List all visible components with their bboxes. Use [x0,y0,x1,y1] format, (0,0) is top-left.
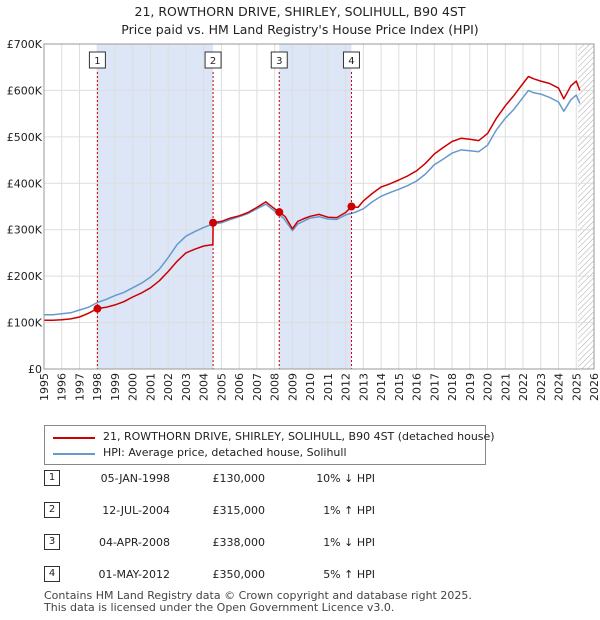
sale-marker-label: 3 [276,56,282,67]
ownership-shade [97,44,214,369]
transaction-date: 12-JUL-2004 [102,504,170,517]
y-tick-label: £300K [7,224,43,237]
sale-marker-box [88,51,106,69]
axes: £0 £100K £200K £300K £400K £500K £600K £700K 199… [7,38,600,401]
y-tick-label: £0 [28,363,42,376]
y-tick-label: £600K [7,84,43,97]
legend-label-property: 21, ROWTHORN DRIVE, SHIRLEY, SOLIHULL, B… [103,430,495,443]
chart-subtitle: Price paid vs. HM Land Registry's House … [121,22,479,37]
x-tick-label: 2018 [446,373,459,401]
x-tick-label: 2000 [127,373,140,401]
sale-marker-label: 4 [348,56,354,67]
ownership-shade [279,44,352,369]
transaction-hpi-diff: 5% ↑ HPI [323,568,375,581]
x-tick-label: 2017 [428,373,441,401]
transaction-price: £350,000 [212,568,266,581]
x-tick-label: 2023 [535,373,548,401]
y-tick-label: £700K [7,38,43,51]
sale-marker-box [342,51,360,69]
legend-swatch-property [53,437,95,439]
chart-title: 21, ROWTHORN DRIVE, SHIRLEY, SOLIHULL, B… [134,4,466,19]
x-tick-label: 2013 [357,373,370,401]
x-tick-label: 2004 [198,373,211,401]
transaction-hpi-diff: 10% ↓ HPI [316,472,375,485]
hpi-line [44,89,581,316]
x-tick-label: 2025 [570,373,583,401]
x-tick-label: 2005 [215,373,228,401]
sale-marker-box [204,51,222,69]
x-tick-label: 1998 [91,373,104,401]
footer: Contains HM Land Registry data © Crown c… [44,590,472,614]
x-tick-label: 2019 [464,373,477,401]
transaction-number: 3 [44,534,60,550]
transaction-number: 1 [44,470,60,486]
x-tick-label: 2016 [411,373,424,401]
table-row: 2 12-JUL-2004 £315,000 1% ↑ HPI [0,502,600,520]
sale-point [347,202,356,211]
sale-point [93,304,102,313]
shaded-regions [97,44,594,369]
x-tick-label: 2003 [180,373,193,401]
transaction-number: 2 [44,502,60,518]
sale-marker-label: 2 [210,56,216,67]
sale-point [275,208,284,217]
transaction-date: 01-MAY-2012 [98,568,170,581]
series-lines [44,75,581,322]
sale-point [209,218,218,227]
price-chart: 1 2 3 4 £0 £100K £200K £300K £400K £500K £600K £70… [7,38,600,401]
x-tick-label: 2008 [269,373,282,401]
x-tick-label: 1995 [38,373,51,401]
legend-swatch-hpi [53,453,95,455]
x-tick-label: 1999 [109,373,122,401]
transaction-hpi-diff: 1% ↓ HPI [323,536,375,549]
transaction-hpi-diff: 1% ↑ HPI [323,504,375,517]
y-tick-label: £100K [7,317,43,330]
x-tick-label: 2010 [304,373,317,401]
property-price-line [44,75,581,322]
sale-marker-box [270,51,288,69]
x-tick-label: 2007 [251,373,264,401]
y-tick-label: £500K [7,131,43,144]
transaction-price: £130,000 [212,472,266,485]
legend-label-hpi: HPI: Average price, detached house, Soli… [103,446,347,459]
transaction-number: 4 [44,566,60,582]
x-tick-label: 2011 [322,373,335,401]
footer-copyright: Contains HM Land Registry data © Crown c… [44,589,472,602]
x-tick-label: 2021 [499,373,512,401]
transaction-price: £338,000 [212,536,266,549]
sale-marker-label: 1 [94,56,100,67]
x-tick-label: 1997 [73,373,86,401]
x-tick-label: 2026 [588,373,600,401]
footer-license: This data is licensed under the Open Gov… [44,601,395,614]
x-tick-label: 2014 [375,373,388,401]
x-tick-label: 2020 [482,373,495,401]
transaction-price: £315,000 [212,504,266,517]
plot-frame [43,43,595,370]
x-tick-label: 2006 [233,373,246,401]
x-tick-label: 1996 [56,373,69,401]
hatched-future-region [578,44,594,369]
y-tick-label: £200K [7,270,43,283]
legend: 21, ROWTHORN DRIVE, SHIRLEY, SOLIHULL, B… [44,425,495,465]
sale-points: 1 2 3 4 [88,51,360,369]
x-tick-label: 2012 [340,373,353,401]
table-row: 4 01-MAY-2012 £350,000 5% ↑ HPI [0,566,600,584]
x-tick-label: 2009 [286,373,299,401]
x-tick-label: 2022 [517,373,530,401]
table-row: 1 05-JAN-1998 £130,000 10% ↓ HPI [0,470,600,488]
transaction-date: 05-JAN-1998 [100,472,170,485]
y-tick-label: £400K [7,177,43,190]
table-row: 3 04-APR-2008 £338,000 1% ↓ HPI [0,534,600,552]
transaction-date: 04-APR-2008 [98,536,170,549]
x-tick-label: 2015 [393,373,406,401]
x-tick-label: 2024 [553,373,566,401]
x-tick-label: 2002 [162,373,175,401]
x-tick-label: 2001 [144,373,157,401]
